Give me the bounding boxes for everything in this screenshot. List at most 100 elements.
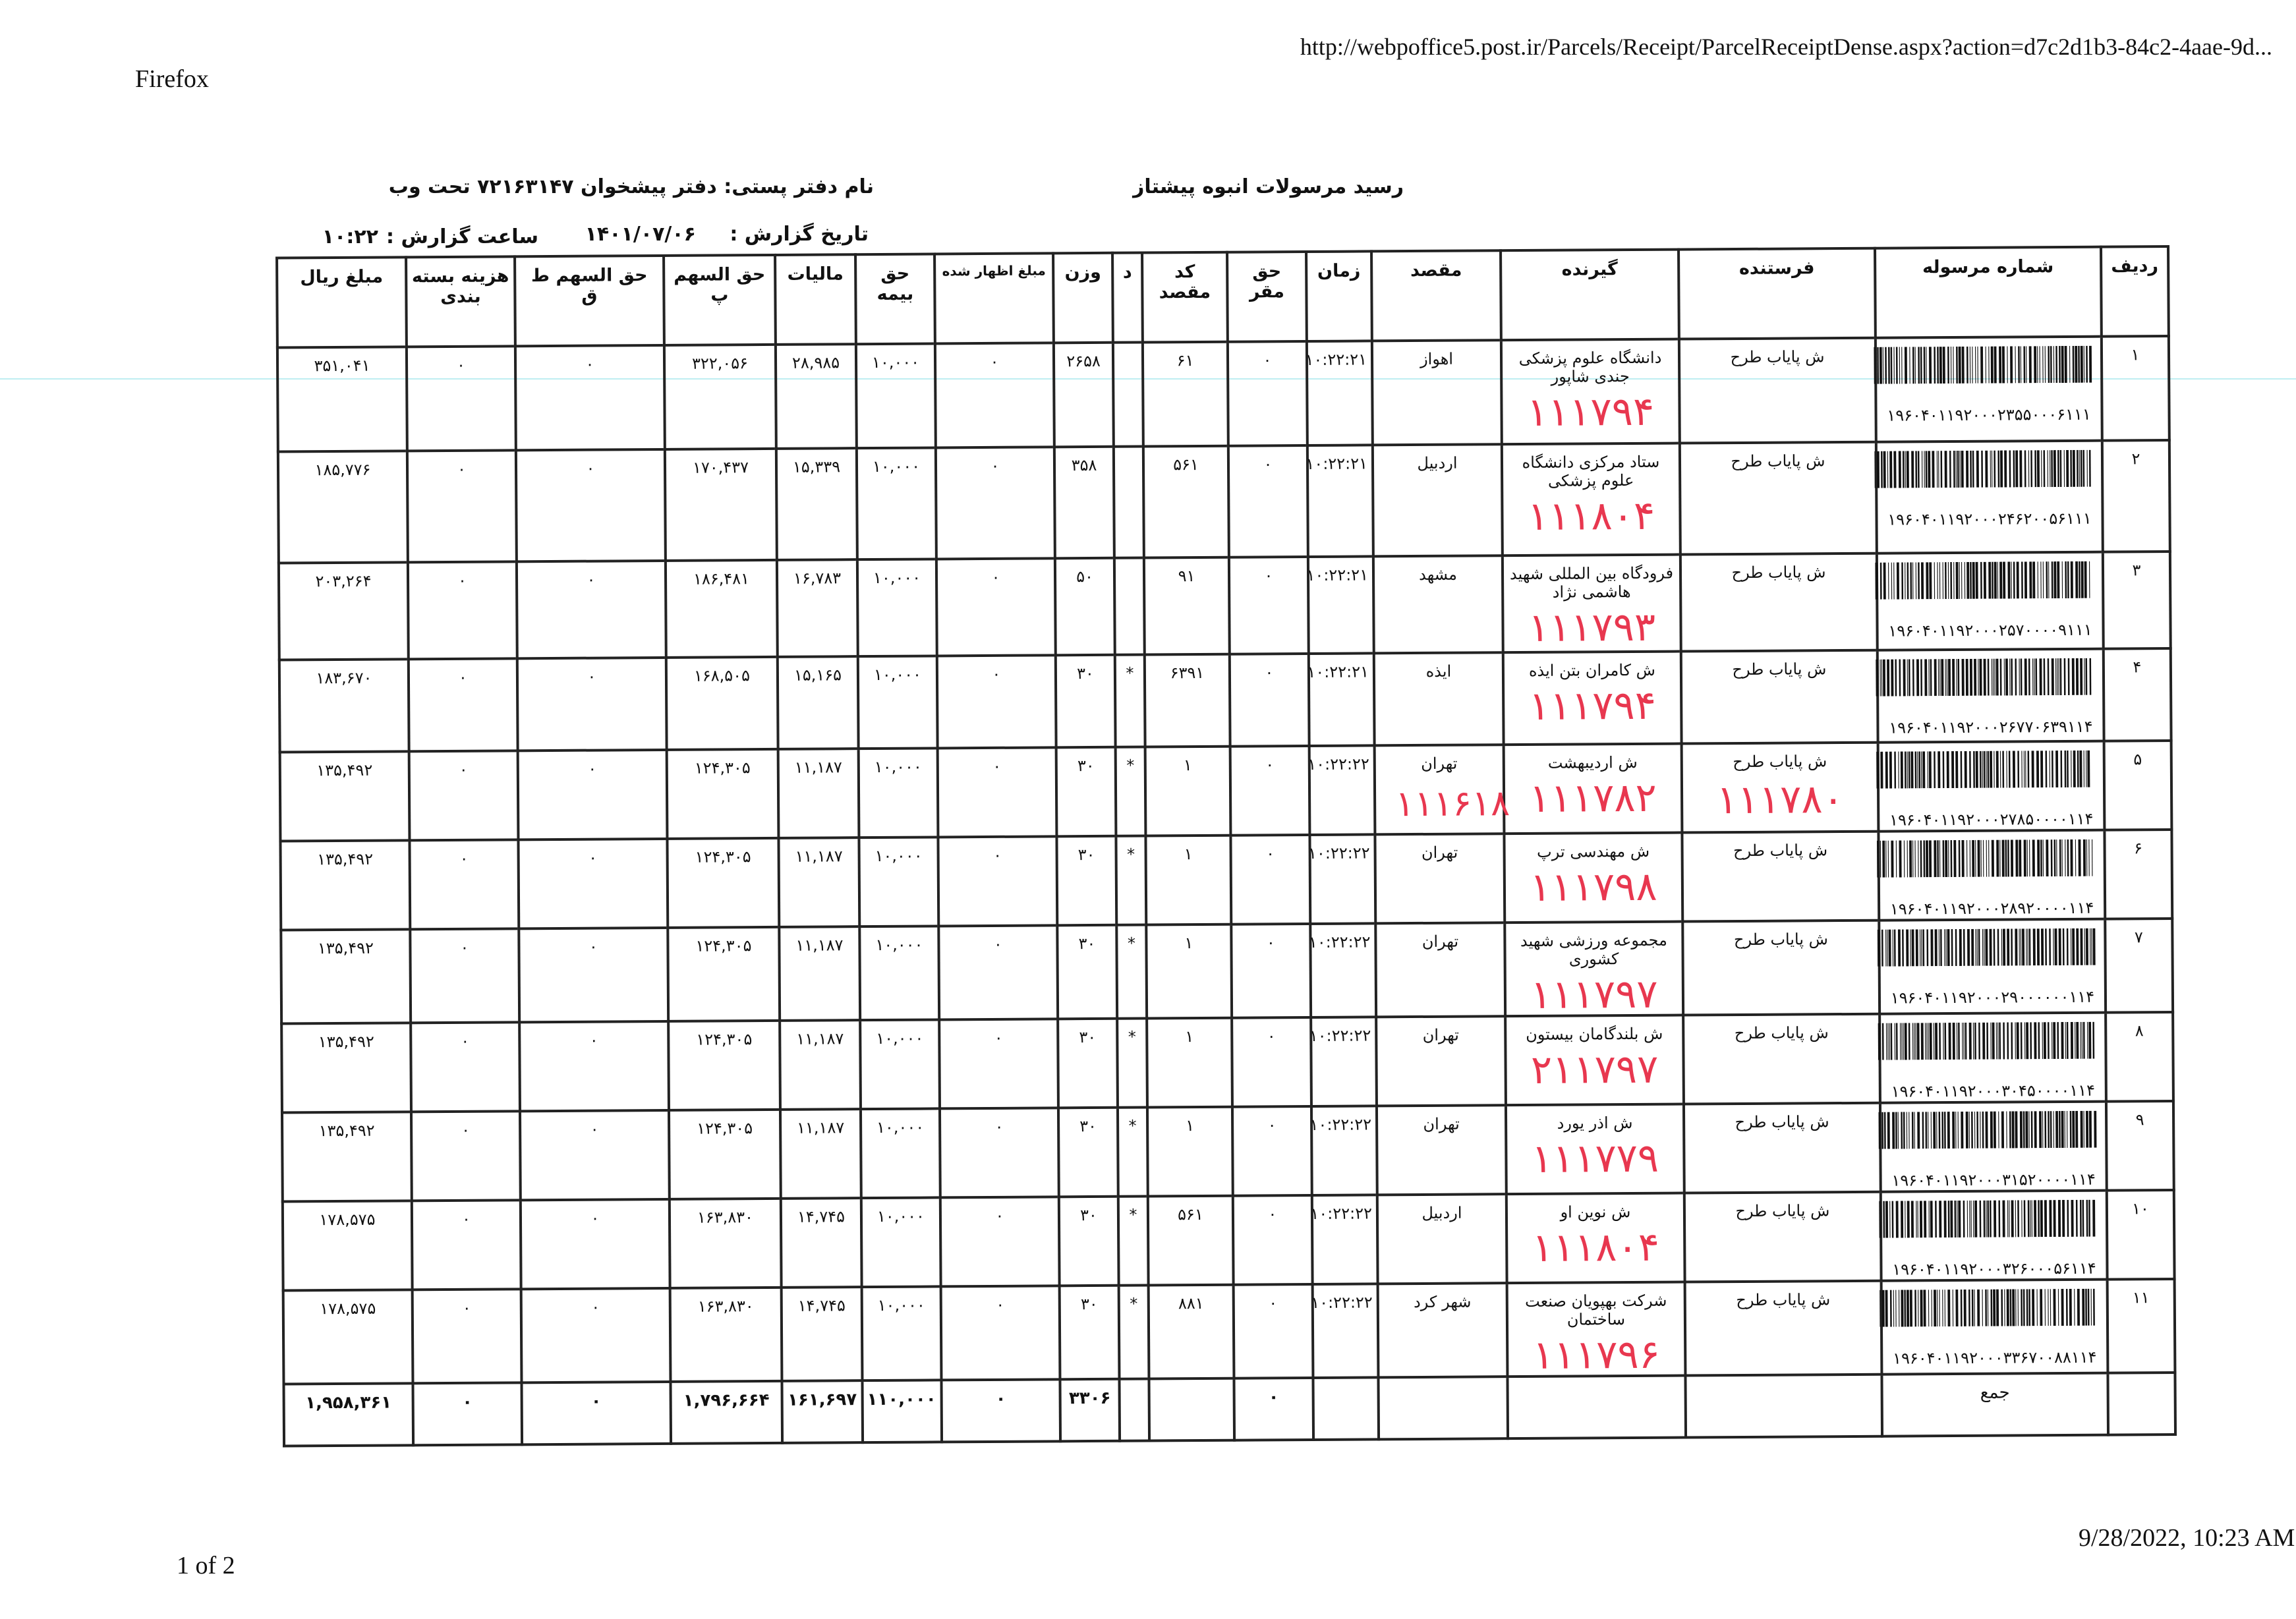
- cell-base-fee: ۰: [1232, 1106, 1312, 1196]
- cell-row-number: ۶: [2104, 829, 2173, 919]
- cell-receiver: مجموعه ورزشی شهید کشوری ۱۱۱۷۹۷: [1505, 921, 1684, 1018]
- cell-base-fee: ۰: [1228, 556, 1309, 654]
- cell-parcel-number: ۱۹۶۰۴۰۱۱۹۲۰۰۰۲۹۰۰۰۰۰۰۱۱۴: [1877, 919, 2106, 1014]
- cell-parcel-number: ۱۹۶۰۴۰۱۱۹۲۰۰۰۳۱۵۲۰۰۰۰۱۱۴: [1878, 1101, 2107, 1192]
- weight-value: ۵۰: [1076, 567, 1094, 586]
- print-datetime: 9/28/2022, 10:23 AM: [2079, 1524, 2295, 1552]
- cell-d-flag: *: [1116, 924, 1147, 1019]
- receiver-value: ش بلندگامان بیستون: [1526, 1024, 1663, 1044]
- cell-packaging-cost: ۰: [406, 346, 516, 451]
- d-flag-value: *: [1128, 1027, 1136, 1046]
- report-date-value: ۱۴۰۱/۰۷/۰۶: [585, 223, 696, 246]
- cell-weight: ۳۰: [1058, 1196, 1119, 1286]
- cell-receiver: شرکت بهپویان صنعت ساختمان ۱۱۱۷۹۶: [1507, 1282, 1686, 1378]
- time-value: ۱۰:۲۲:۲۲: [1307, 754, 1369, 774]
- cell-time: ۱۰:۲۲:۲۱: [1307, 653, 1375, 746]
- share-p-value: ۱۲۴,۳۰۵: [695, 847, 751, 866]
- cell-row-number: ۲: [2102, 440, 2170, 552]
- cell-share-tq: ۰: [519, 927, 669, 1023]
- packaging-cost-value: ۰: [458, 667, 467, 687]
- cell-packaging-cost: ۰: [407, 450, 517, 563]
- receiver-value: ستاد مرکزی دانشگاه علوم پزشکی: [1522, 452, 1660, 490]
- amount-rial-value: ۱۷۸,۵۷۵: [319, 1210, 376, 1230]
- receiver-value: مجموعه ورزشی شهید کشوری: [1520, 930, 1667, 969]
- cell-sender: ش پایاب طرح: [1680, 553, 1878, 652]
- barcode-image: [1878, 1110, 2097, 1149]
- parcel-number-text: ۱۹۶۰۴۰۱۱۹۲۰۰۰۲۳۵۵۰۰۰۶۱۱۱: [1887, 405, 2091, 425]
- cell-receiver: ش اذر یورد ۱۱۱۷۷۹: [1505, 1104, 1684, 1195]
- destination-value: مشهد: [1418, 565, 1458, 584]
- cell-share-p: ۱۸۶,۴۸۱: [665, 559, 778, 658]
- time-value: ۱۰:۲۲:۲۱: [1305, 350, 1367, 370]
- cell-base-fee: ۰: [1229, 653, 1309, 747]
- cell-time: ۱۰:۲۲:۲۱: [1306, 445, 1373, 557]
- receiver-value: ش مهندسی ترپ: [1537, 841, 1650, 861]
- report-date-label: تاریخ گزارش :: [730, 223, 869, 246]
- share-tq-value: ۰: [591, 1297, 600, 1317]
- cell-insurance-fee: ۱۰,۰۰۰: [857, 656, 938, 749]
- insurance-fee-value: ۱۰,۰۰۰: [876, 1029, 924, 1048]
- cell-weight: ۳۰: [1059, 1285, 1120, 1380]
- cell-receiver: ستاد مرکزی دانشگاه علوم پزشکی ۱۱۱۸۰۴: [1501, 443, 1680, 556]
- cell-receiver: دانشگاه علوم پزشکی جندی شاپور ۱۱۱۷۹۴: [1501, 339, 1680, 445]
- weight-value: ۳۰: [1077, 756, 1095, 776]
- cell-d-flag: [1114, 557, 1145, 655]
- report-time-label: ساعت گزارش :: [386, 225, 538, 248]
- tax-value: ۱۱,۱۸۷: [797, 1118, 845, 1137]
- column-header-d-flag: د: [1112, 252, 1143, 343]
- column-header-tax: مالیات: [775, 254, 856, 345]
- packaging-cost-value: ۰: [461, 1031, 470, 1050]
- table-row: ۸ ۱۹۶۰۴۰۱۱۹۲۰۰۰۳۰۴۵۰۰۰۰۱۱۴ ش پایاب طرح ش بل…: [281, 1011, 2173, 1113]
- column-header-parcel-number: شماره مرسوله: [1875, 246, 2102, 338]
- cell-share-p: ۱۶۳,۸۳۰: [670, 1287, 782, 1382]
- sender-value: ش پایاب طرح: [1730, 347, 1825, 367]
- cell-parcel-number: ۱۹۶۰۴۰۱۱۹۲۰۰۰۲۶۷۷۰۶۳۹۱۱۴: [1876, 648, 2104, 743]
- browser-app-name: Firefox: [135, 65, 209, 93]
- time-value: ۱۰:۲۲:۲۲: [1309, 1026, 1371, 1045]
- total-time: [1313, 1377, 1379, 1440]
- declared-value-value: ۰: [995, 1206, 1004, 1225]
- packaging-cost-value: ۰: [457, 355, 466, 374]
- row-number-value: ۱۰: [2131, 1199, 2149, 1218]
- cell-receiver: ش نوین او ۱۱۱۸۰۴: [1506, 1193, 1685, 1284]
- cell-parcel-number: ۱۹۶۰۴۰۱۱۹۲۰۰۰۲۵۷۰۰۰۰۹۱۱۱: [1875, 552, 2104, 650]
- receiver-value: ش اذر یورد: [1557, 1114, 1633, 1133]
- share-tq-value: ۰: [589, 1031, 598, 1050]
- cell-destination: ایذه: [1373, 652, 1504, 746]
- cell-share-p: ۱۲۴,۳۰۵: [668, 1109, 781, 1199]
- cell-insurance-fee: ۱۰,۰۰۰: [859, 837, 939, 927]
- cell-declared-value: ۰: [940, 1197, 1060, 1287]
- receiver-value: فرودگاه بین المللی شهید هاشمی نژاد: [1509, 563, 1674, 602]
- cell-time: ۱۰:۲۲:۲۲: [1307, 745, 1375, 835]
- receipt-table: ردیف شماره مرسوله فرستنده گیرنده مقصد زمان حق …: [275, 245, 2177, 1448]
- cell-destination-code: ۶۱: [1142, 341, 1228, 447]
- total-receiver: [1507, 1375, 1686, 1439]
- cell-packaging-cost: ۰: [412, 1289, 522, 1384]
- cell-tax: ۱۱,۱۸۷: [779, 926, 861, 1021]
- destination-code-value: ۱: [1183, 756, 1192, 775]
- cell-base-fee: ۰: [1232, 1195, 1313, 1285]
- cell-declared-value: ۰: [940, 1286, 1060, 1380]
- barcode-image: [1876, 839, 2093, 878]
- cell-tax: ۱۱,۱۸۷: [780, 1109, 861, 1199]
- total-d-flag: [1119, 1378, 1150, 1441]
- share-p-value: ۱۶۸,۵۰۵: [693, 666, 751, 685]
- cell-receiver: ش مهندسی ترپ ۱۱۱۷۹۸: [1504, 832, 1683, 923]
- barcode-image: [1879, 1199, 2096, 1238]
- insurance-fee-value: ۱۰,۰۰۰: [873, 568, 921, 588]
- cell-destination-code: ۵۶۱: [1143, 445, 1229, 558]
- barcode-image: [1880, 1288, 2095, 1327]
- barcode-image: [1875, 561, 2090, 600]
- barcode-image: [1877, 928, 2096, 967]
- cell-tax: ۱۱,۱۸۷: [780, 1020, 861, 1110]
- cell-parcel-number: ۱۹۶۰۴۰۱۱۹۲۰۰۰۳۰۴۵۰۰۰۰۱۱۴: [1878, 1012, 2106, 1103]
- cell-base-fee: ۰: [1233, 1284, 1313, 1378]
- declared-value-value: ۰: [992, 756, 1002, 776]
- total-share-tq: ۰: [521, 1381, 672, 1445]
- cell-row-number: ۱۱: [2107, 1278, 2175, 1373]
- cell-declared-value: ۰: [939, 1108, 1059, 1198]
- total-tax: ۱۶۱,۶۹۷: [782, 1380, 863, 1443]
- base-fee-value: ۰: [1264, 566, 1273, 585]
- table-row: ۴ ۱۹۶۰۴۰۱۱۹۲۰۰۰۲۶۷۷۰۶۳۹۱۱۴ ش پایاب طرح ش کا…: [279, 648, 2171, 753]
- column-header-amount-rial: مبلغ ریال: [277, 257, 407, 348]
